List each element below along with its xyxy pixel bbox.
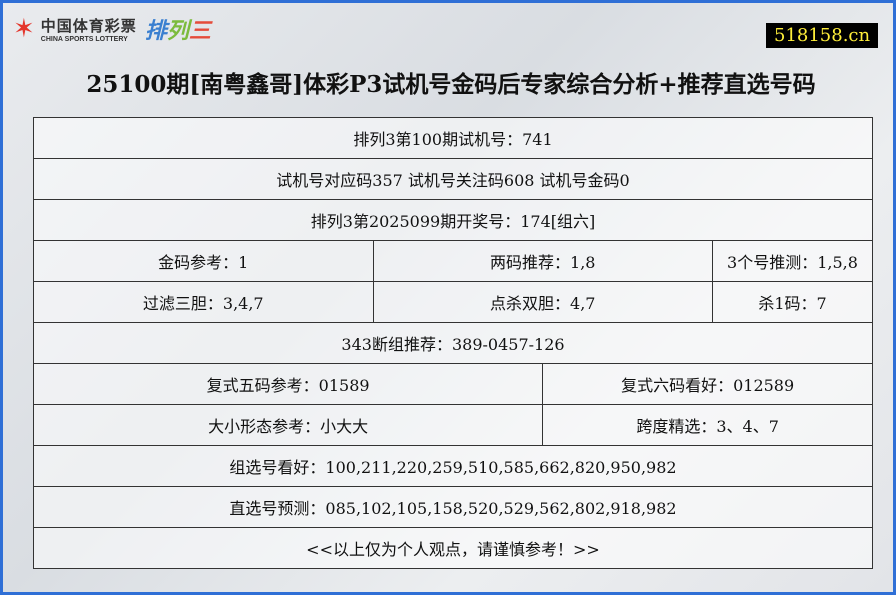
five-code: 复式五码参考：01589 (32, 363, 544, 405)
kill-one: 杀1码：7 (712, 281, 873, 323)
gold-code: 金码参考：1 (33, 240, 374, 282)
lottery-star-icon: ✶ (13, 14, 35, 44)
table-row: 直选号预测：085,102,105,158,520,529,562,802,91… (33, 486, 873, 528)
direct-picks: 直选号预测：085,102,105,158,520,529,562,802,91… (33, 486, 873, 528)
table-row: 343断组推荐：389-0457-126 (33, 322, 873, 364)
china-sports-lottery-logo: ✶ 中国体育彩票 CHINA SPORTS LOTTERY 排列三 (13, 13, 211, 45)
six-code: 复式六码看好：012589 (542, 363, 873, 405)
disclaimer: <<以上仅为个人观点，请谨慎参考！>> (33, 527, 873, 569)
trial-codes: 试机号对应码357 试机号关注码608 试机号金码0 (33, 158, 873, 200)
last-draw: 排列3第2025099期开奖号：174[组六] (33, 199, 873, 241)
table-row: 试机号对应码357 试机号关注码608 试机号金码0 (33, 158, 873, 200)
table-row: 排列3第100期试机号：741 (33, 117, 873, 159)
group-picks: 组选号看好：100,211,220,259,510,585,662,820,95… (33, 445, 873, 487)
group-break: 343断组推荐：389-0457-126 (33, 322, 873, 364)
page-title: 25100期[南粤鑫哥]体彩P3试机号金码后专家综合分析+推荐直选号码 (86, 71, 816, 98)
logo-cn: 中国体育彩票 (40, 17, 137, 35)
table-row: 过滤三胆：3,4,7 点杀双胆：4,7 杀1码：7 (33, 281, 873, 323)
site-badge: 518158.cn (766, 23, 879, 48)
span: 跨度精选：3、4、7 (542, 404, 873, 446)
game-logo: 排列三 (144, 19, 211, 44)
logo-en: CHINA SPORTS LOTTERY (40, 36, 128, 43)
table-row: 复式五码参考：01589 复式六码看好：012589 (32, 363, 873, 405)
three-number: 3个号推测：1,5,8 (712, 240, 873, 282)
size-pattern: 大小形态参考：小大大 (32, 404, 544, 446)
trial-number: 排列3第100期试机号：741 (33, 117, 873, 159)
table-row: <<以上仅为个人观点，请谨慎参考！>> (33, 527, 873, 569)
table-row: 排列3第2025099期开奖号：174[组六] (33, 199, 873, 241)
table-row: 金码参考：1 两码推荐：1,8 3个号推测：1,5,8 (33, 240, 873, 282)
analysis-table: 排列3第100期试机号：741 试机号对应码357 试机号关注码608 试机号金… (32, 117, 873, 569)
double-dan: 点杀双胆：4,7 (372, 281, 714, 323)
filter-three: 过滤三胆：3,4,7 (33, 281, 374, 323)
two-code: 两码推荐：1,8 (372, 240, 714, 282)
table-row: 组选号看好：100,211,220,259,510,585,662,820,95… (33, 445, 873, 487)
table-row: 大小形态参考：小大大 跨度精选：3、4、7 (32, 404, 873, 446)
